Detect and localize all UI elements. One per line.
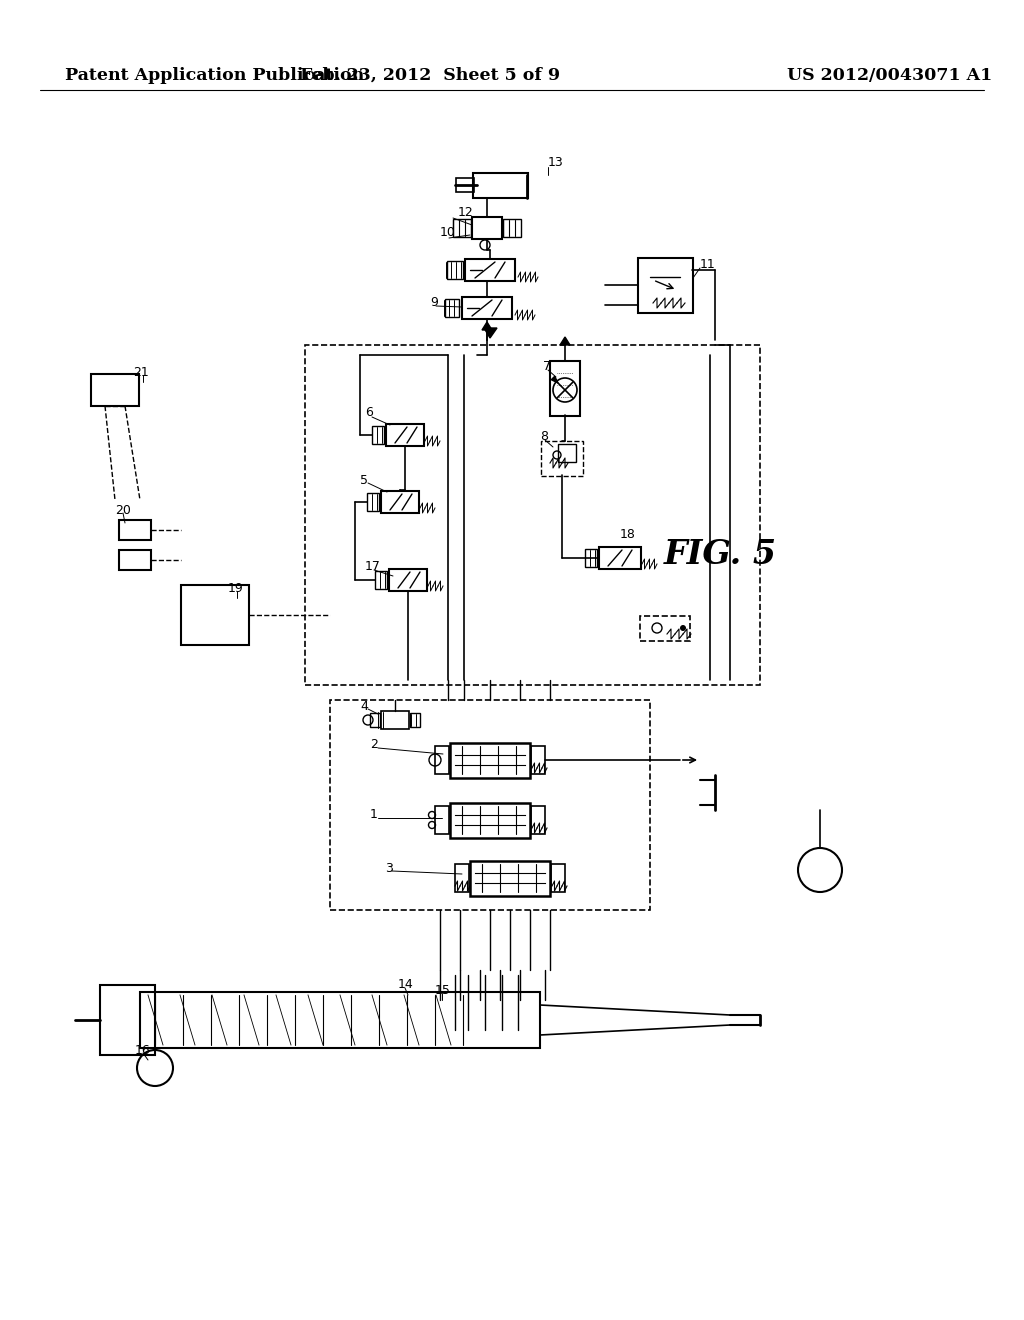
Text: 1: 1 [370, 808, 378, 821]
Bar [381, 491, 419, 513]
Bar [119, 520, 151, 540]
Text: 10: 10 [440, 227, 456, 239]
Bar [638, 257, 692, 313]
Bar [465, 259, 515, 281]
Bar [470, 861, 550, 895]
Bar [585, 549, 597, 568]
Bar [551, 865, 565, 892]
Bar [462, 297, 512, 319]
Text: 13: 13 [548, 157, 564, 169]
Circle shape [680, 624, 686, 631]
Bar [456, 178, 474, 191]
Text: 5: 5 [360, 474, 368, 487]
Bar [550, 360, 580, 416]
Text: 15: 15 [435, 983, 451, 997]
Text: 12: 12 [458, 206, 474, 219]
Bar [503, 219, 521, 238]
Bar [447, 261, 463, 279]
Bar [541, 441, 583, 475]
Bar [531, 746, 545, 774]
Text: 9: 9 [430, 297, 438, 309]
Bar [330, 700, 650, 909]
Text: 17: 17 [365, 561, 381, 573]
Bar [305, 345, 760, 685]
Polygon shape [551, 376, 558, 383]
Bar [140, 993, 540, 1048]
Text: Feb. 23, 2012  Sheet 5 of 9: Feb. 23, 2012 Sheet 5 of 9 [300, 66, 560, 83]
Text: 14: 14 [398, 978, 414, 991]
Polygon shape [484, 327, 497, 338]
Bar [435, 807, 449, 834]
Bar [599, 546, 641, 569]
Bar [558, 444, 575, 462]
Bar [367, 492, 379, 511]
Bar [640, 615, 690, 640]
Text: 11: 11 [700, 259, 716, 272]
Bar [386, 424, 424, 446]
Bar [450, 742, 530, 777]
Bar [435, 746, 449, 774]
Text: 4: 4 [360, 700, 368, 713]
Polygon shape [560, 337, 570, 345]
Bar [531, 807, 545, 834]
Text: 6: 6 [365, 407, 373, 420]
Bar [472, 173, 527, 198]
Bar [372, 426, 384, 444]
Text: 2: 2 [370, 738, 378, 751]
Bar [370, 713, 380, 727]
Bar [455, 865, 469, 892]
Text: 20: 20 [115, 503, 131, 516]
Bar [375, 572, 387, 589]
Bar [381, 711, 409, 729]
Text: Patent Application Publication: Patent Application Publication [65, 66, 365, 83]
Polygon shape [482, 322, 492, 330]
Bar [389, 569, 427, 591]
Bar [119, 550, 151, 570]
Text: 16: 16 [135, 1044, 151, 1056]
Bar [445, 300, 459, 317]
Bar [91, 374, 139, 407]
Bar [472, 216, 502, 239]
Bar [100, 985, 155, 1055]
Text: 8: 8 [540, 430, 548, 444]
Bar [450, 803, 530, 837]
Text: 3: 3 [385, 862, 393, 874]
Text: FIG. 5: FIG. 5 [664, 539, 776, 572]
Text: 21: 21 [133, 366, 148, 379]
Text: 18: 18 [620, 528, 636, 541]
Text: US 2012/0043071 A1: US 2012/0043071 A1 [787, 66, 992, 83]
Bar [410, 713, 420, 727]
Bar [453, 219, 471, 238]
Text: 7: 7 [543, 360, 551, 374]
Bar [181, 585, 249, 645]
Text: 19: 19 [228, 582, 244, 594]
